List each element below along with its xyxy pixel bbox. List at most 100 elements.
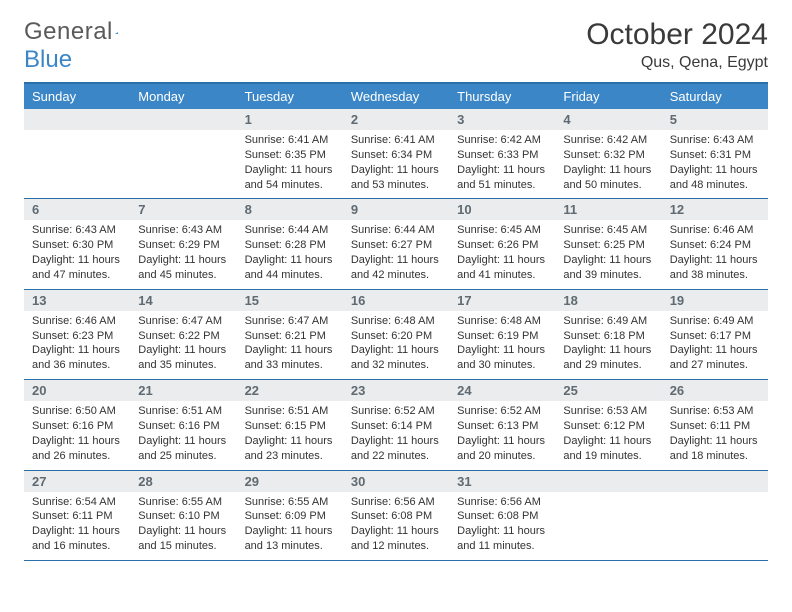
sunset-text: Sunset: 6:24 PM: [670, 238, 760, 253]
day-body: Sunrise: 6:47 AMSunset: 6:21 PMDaylight:…: [237, 311, 343, 379]
calendar-cell: 7Sunrise: 6:43 AMSunset: 6:29 PMDaylight…: [130, 199, 236, 288]
calendar-cell: 14Sunrise: 6:47 AMSunset: 6:22 PMDayligh…: [130, 290, 236, 379]
daylight-text: Daylight: 11 hours and 22 minutes.: [351, 434, 441, 464]
sunset-text: Sunset: 6:12 PM: [563, 419, 653, 434]
daylight-text: Daylight: 11 hours and 42 minutes.: [351, 253, 441, 283]
day-body: Sunrise: 6:51 AMSunset: 6:15 PMDaylight:…: [237, 401, 343, 469]
sunrise-text: Sunrise: 6:44 AM: [351, 223, 441, 238]
day-body: Sunrise: 6:48 AMSunset: 6:20 PMDaylight:…: [343, 311, 449, 379]
calendar-cell: 4Sunrise: 6:42 AMSunset: 6:32 PMDaylight…: [555, 109, 661, 198]
daylight-text: Daylight: 11 hours and 45 minutes.: [138, 253, 228, 283]
day-number: 23: [343, 380, 449, 401]
day-body: Sunrise: 6:53 AMSunset: 6:11 PMDaylight:…: [662, 401, 768, 469]
calendar-cell: 5 Sunrise: 6:43 AMSunset: 6:31 PMDaylight…: [662, 109, 768, 198]
day-number: 14: [130, 290, 236, 311]
sunset-text: Sunset: 6:15 PM: [245, 419, 335, 434]
day-number: 5: [662, 109, 768, 130]
sunrise-text: Sunrise: 6:42 AM: [563, 133, 653, 148]
day-body: Sunrise: 6:49 AMSunset: 6:17 PMDaylight:…: [662, 311, 768, 379]
calendar-cell: 6Sunrise: 6:43 AMSunset: 6:30 PMDaylight…: [24, 199, 130, 288]
daylight-text: Daylight: 11 hours and 48 minutes.: [670, 163, 760, 193]
day-number: 3: [449, 109, 555, 130]
day-number: 19: [662, 290, 768, 311]
daylight-text: Daylight: 11 hours and 54 minutes.: [245, 163, 335, 193]
daylight-text: Daylight: 11 hours and 44 minutes.: [245, 253, 335, 283]
sunrise-text: Sunrise: 6:43 AM: [32, 223, 122, 238]
day-body: Sunrise: 6:55 AMSunset: 6:09 PMDaylight:…: [237, 492, 343, 560]
calendar-cell: 25Sunrise: 6:53 AMSunset: 6:12 PMDayligh…: [555, 380, 661, 469]
sunset-text: Sunset: 6:18 PM: [563, 329, 653, 344]
calendar-week: 20Sunrise: 6:50 AMSunset: 6:16 PMDayligh…: [24, 380, 768, 470]
day-body: Sunrise: 6:52 AMSunset: 6:14 PMDaylight:…: [343, 401, 449, 469]
day-number: 26: [662, 380, 768, 401]
calendar-cell: 19Sunrise: 6:49 AMSunset: 6:17 PMDayligh…: [662, 290, 768, 379]
day-number: 22: [237, 380, 343, 401]
sunset-text: Sunset: 6:16 PM: [32, 419, 122, 434]
daylight-text: Daylight: 11 hours and 23 minutes.: [245, 434, 335, 464]
sunrise-text: Sunrise: 6:42 AM: [457, 133, 547, 148]
day-body: Sunrise: 6:46 AMSunset: 6:24 PMDaylight:…: [662, 220, 768, 288]
day-number: 11: [555, 199, 661, 220]
day-number: [662, 471, 768, 492]
daylight-text: Daylight: 11 hours and 53 minutes.: [351, 163, 441, 193]
calendar-cell: 15Sunrise: 6:47 AMSunset: 6:21 PMDayligh…: [237, 290, 343, 379]
sunset-text: Sunset: 6:27 PM: [351, 238, 441, 253]
day-body: Sunrise: 6:45 AMSunset: 6:25 PMDaylight:…: [555, 220, 661, 288]
sunrise-text: Sunrise: 6:43 AM: [138, 223, 228, 238]
day-number: 13: [24, 290, 130, 311]
sunrise-text: Sunrise: 6:54 AM: [32, 495, 122, 510]
daylight-text: Daylight: 11 hours and 39 minutes.: [563, 253, 653, 283]
sunset-text: Sunset: 6:34 PM: [351, 148, 441, 163]
sunrise-text: Sunrise: 6:46 AM: [670, 223, 760, 238]
daylight-text: Daylight: 11 hours and 25 minutes.: [138, 434, 228, 464]
daylight-text: Daylight: 11 hours and 13 minutes.: [245, 524, 335, 554]
sunset-text: Sunset: 6:35 PM: [245, 148, 335, 163]
day-number: [130, 109, 236, 130]
sunset-text: Sunset: 6:33 PM: [457, 148, 547, 163]
logo-triangle-icon: [115, 25, 119, 41]
day-number: [555, 471, 661, 492]
sunrise-text: Sunrise: 6:45 AM: [457, 223, 547, 238]
calendar-week: 6Sunrise: 6:43 AMSunset: 6:30 PMDaylight…: [24, 199, 768, 289]
sunset-text: Sunset: 6:26 PM: [457, 238, 547, 253]
day-number: 30: [343, 471, 449, 492]
calendar-cell: 31Sunrise: 6:56 AMSunset: 6:08 PMDayligh…: [449, 471, 555, 560]
day-number: 12: [662, 199, 768, 220]
weekday-header: Sunday Monday Tuesday Wednesday Thursday…: [24, 84, 768, 109]
calendar-cell: 29Sunrise: 6:55 AMSunset: 6:09 PMDayligh…: [237, 471, 343, 560]
day-body: Sunrise: 6:46 AMSunset: 6:23 PMDaylight:…: [24, 311, 130, 379]
daylight-text: Daylight: 11 hours and 51 minutes.: [457, 163, 547, 193]
sunrise-text: Sunrise: 6:51 AM: [138, 404, 228, 419]
calendar-cell: 20Sunrise: 6:50 AMSunset: 6:16 PMDayligh…: [24, 380, 130, 469]
sunrise-text: Sunrise: 6:49 AM: [670, 314, 760, 329]
day-number: 6: [24, 199, 130, 220]
daylight-text: Daylight: 11 hours and 15 minutes.: [138, 524, 228, 554]
day-number: 24: [449, 380, 555, 401]
sunset-text: Sunset: 6:23 PM: [32, 329, 122, 344]
day-body: Sunrise: 6:42 AMSunset: 6:32 PMDaylight:…: [555, 130, 661, 198]
daylight-text: Daylight: 11 hours and 32 minutes.: [351, 343, 441, 373]
calendar-cell: 17Sunrise: 6:48 AMSunset: 6:19 PMDayligh…: [449, 290, 555, 379]
daylight-text: Daylight: 11 hours and 38 minutes.: [670, 253, 760, 283]
day-number: 7: [130, 199, 236, 220]
day-number: 2: [343, 109, 449, 130]
weekday-label: Thursday: [449, 84, 555, 109]
day-body: Sunrise: 6:47 AMSunset: 6:22 PMDaylight:…: [130, 311, 236, 379]
day-number: 18: [555, 290, 661, 311]
sunset-text: Sunset: 6:13 PM: [457, 419, 547, 434]
calendar-week: 1Sunrise: 6:41 AMSunset: 6:35 PMDaylight…: [24, 109, 768, 199]
day-body: Sunrise: 6:41 AMSunset: 6:35 PMDaylight:…: [237, 130, 343, 198]
brand-logo: General: [24, 18, 137, 46]
title-block: October 2024 Qus, Qena, Egypt: [586, 18, 768, 72]
sunrise-text: Sunrise: 6:55 AM: [138, 495, 228, 510]
sunrise-text: Sunrise: 6:43 AM: [670, 133, 760, 148]
sunset-text: Sunset: 6:11 PM: [670, 419, 760, 434]
day-number: 28: [130, 471, 236, 492]
sunset-text: Sunset: 6:14 PM: [351, 419, 441, 434]
day-number: 1: [237, 109, 343, 130]
sunrise-text: Sunrise: 6:41 AM: [245, 133, 335, 148]
sunrise-text: Sunrise: 6:48 AM: [351, 314, 441, 329]
day-body: Sunrise: 6:43 AMSunset: 6:30 PMDaylight:…: [24, 220, 130, 288]
calendar-cell: 3 Sunrise: 6:42 AMSunset: 6:33 PMDaylight…: [449, 109, 555, 198]
sunset-text: Sunset: 6:31 PM: [670, 148, 760, 163]
